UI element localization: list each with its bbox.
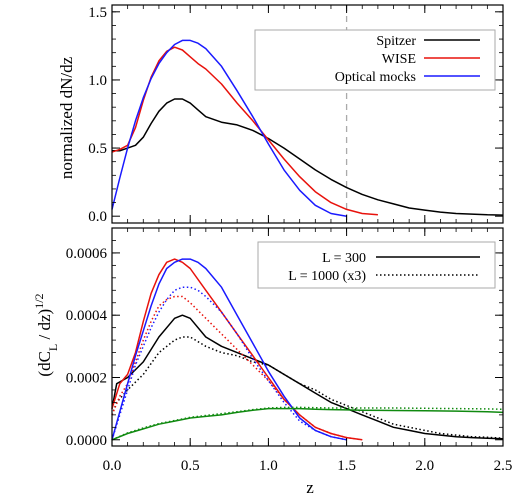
series-line-1-0 xyxy=(111,314,504,440)
x-tick-label: 0.5 xyxy=(181,458,200,474)
y-tick-label: 1.0 xyxy=(88,73,107,89)
bottom-ylabel: (dCL / dz)1/2 xyxy=(32,293,60,376)
bottom-panel: 0.0 0.5 1.0 1.5 2.0 2.5 0.0000 0.0002 0.0004 0.00… xyxy=(66,227,513,474)
series-line-1-2 xyxy=(111,258,363,441)
legend-label-l300: L = 300 xyxy=(322,251,366,266)
top-ylabel: normalized dN/dz xyxy=(57,56,76,179)
legend-label-wise: WISE xyxy=(382,52,416,67)
series-line-1-1 xyxy=(111,336,504,439)
top-legend: Spitzer WISE Optical mocks xyxy=(254,29,496,91)
y-tick-label: 0.0002 xyxy=(66,370,107,386)
series-line-0-1 xyxy=(111,46,378,216)
series-line-1-5 xyxy=(111,286,347,441)
x-tick-label: 2.0 xyxy=(415,458,434,474)
x-tick-label: 1.0 xyxy=(259,458,278,474)
y-tick-label: 1.5 xyxy=(88,5,107,21)
series-line-0-2 xyxy=(111,39,347,217)
series-line-1-4 xyxy=(111,258,347,441)
top-panel: 0.0 0.5 1.0 1.5 xyxy=(88,4,504,225)
legend-label-spitzer: Spitzer xyxy=(376,34,416,49)
y-tick-label: 0.0006 xyxy=(66,246,108,262)
y-tick-label: 0.0000 xyxy=(66,433,107,449)
series-line-0-0 xyxy=(112,98,504,216)
legend-label-l1000: L = 1000 (x3) xyxy=(288,269,366,284)
bottom-legend: L = 300 L = 1000 (x3) xyxy=(257,241,496,289)
legend-label-optical: Optical mocks xyxy=(335,70,416,85)
x-tick-label: 2.5 xyxy=(494,458,513,474)
bottom-xlabel: z xyxy=(306,478,314,497)
x-tick-label: 1.5 xyxy=(337,458,356,474)
y-tick-label: 0.0004 xyxy=(66,308,108,324)
bottom-legend-box xyxy=(257,241,496,289)
x-tick-label: 0.0 xyxy=(103,458,122,474)
series-line-1-7 xyxy=(111,406,504,441)
y-tick-label: 0.0 xyxy=(88,209,107,225)
series-line-1-6 xyxy=(111,407,504,441)
plot-frame xyxy=(111,227,504,447)
series-line-1-3 xyxy=(111,295,363,441)
y-tick-label: 0.5 xyxy=(88,141,107,157)
plot-frame xyxy=(111,4,504,224)
